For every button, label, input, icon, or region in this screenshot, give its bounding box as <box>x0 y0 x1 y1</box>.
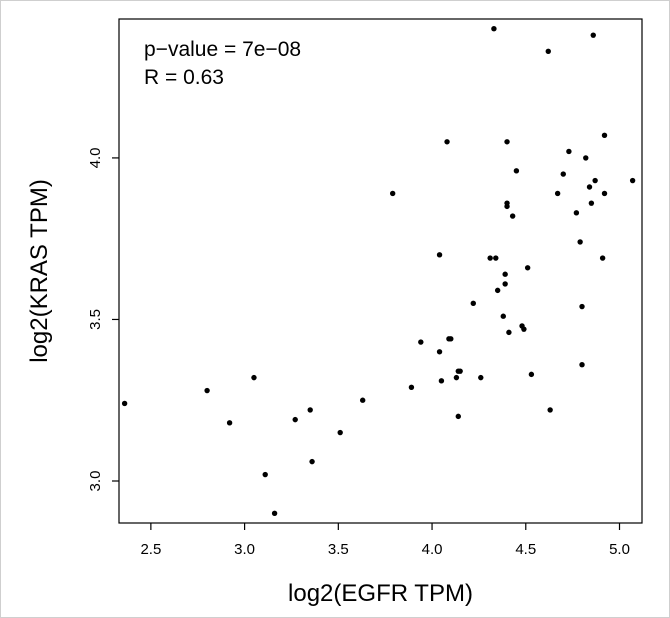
y-axis: 3.0 3.5 4.0 <box>87 147 119 491</box>
scatter-point <box>629 177 636 184</box>
scatter-point <box>573 210 580 216</box>
scatter-point <box>494 287 501 294</box>
x-axis-title: log2(EGFR TPM) <box>288 580 473 607</box>
scatter-point <box>592 177 598 184</box>
scatter-point <box>506 329 512 336</box>
scatter-point <box>566 148 572 155</box>
x-tick-label: 2.5 <box>140 541 161 558</box>
plot-area-border <box>118 18 643 524</box>
x-tick-label: 3.0 <box>234 541 255 558</box>
scatter-point <box>560 171 566 177</box>
scatter-point <box>521 326 527 332</box>
scatter-point <box>554 190 561 197</box>
scatter-point <box>262 471 268 478</box>
scatter-point <box>457 368 463 374</box>
scatter-point <box>408 384 415 391</box>
scatter-point <box>601 190 608 197</box>
scatter-point <box>502 271 508 277</box>
scatter-point <box>528 371 535 378</box>
scatter-point <box>292 416 298 423</box>
y-tick-label: 4.0 <box>87 147 104 168</box>
scatter-point <box>500 313 506 319</box>
scatter-point <box>579 303 585 310</box>
scatter-point <box>493 255 499 261</box>
x-tick-label: 3.5 <box>328 541 349 558</box>
scatter-point <box>455 413 461 420</box>
y-tick-label: 3.5 <box>87 309 104 330</box>
scatter-point <box>588 200 595 206</box>
scatter-point <box>590 32 596 38</box>
scatter-point <box>359 397 366 403</box>
scatter-point <box>389 190 396 197</box>
x-axis: 2.5 3.0 3.5 4.0 4.5 5.0 <box>140 523 630 558</box>
scatter-point <box>491 25 497 32</box>
scatter-point <box>470 300 476 307</box>
y-tick-label: 3.0 <box>87 471 104 492</box>
scatter-point <box>513 168 520 174</box>
scatter-point <box>478 374 484 381</box>
scatter-point <box>436 349 443 355</box>
scatter-point <box>502 281 508 287</box>
scatter-point <box>226 420 233 426</box>
scatter-point <box>583 155 589 161</box>
scatter-point <box>577 239 583 245</box>
scatter-point <box>579 361 585 368</box>
x-tick-label: 5.0 <box>609 541 630 558</box>
scatter-point <box>418 339 424 345</box>
scatter-point <box>337 429 343 436</box>
scatter-point <box>438 378 445 384</box>
scatter-point <box>436 252 443 258</box>
scatter-point <box>504 139 510 145</box>
x-tick-label: 4.5 <box>515 541 536 558</box>
annotation-p-value: p−value = 7e−08 <box>144 38 301 61</box>
scatter-point <box>545 48 551 55</box>
scatter-point <box>453 374 460 381</box>
x-tick-label: 4.0 <box>422 541 443 558</box>
y-axis-title: log2(KRAS TPM) <box>26 179 53 363</box>
scatter-point <box>448 336 454 342</box>
scatter-point <box>121 400 128 407</box>
scatter-point <box>524 265 531 271</box>
scatter-point <box>271 510 278 517</box>
scatter-point <box>307 407 313 413</box>
scatter-point <box>586 184 593 190</box>
scatter-point <box>251 374 257 381</box>
scatter-point <box>309 458 315 465</box>
scatter-point <box>504 203 510 210</box>
scatter-point <box>444 139 450 145</box>
scatter-point <box>204 387 210 394</box>
annotation-r-value: R = 0.63 <box>144 66 224 89</box>
scatter-point <box>599 255 606 261</box>
scatter-point <box>547 407 553 413</box>
data-points <box>121 25 636 517</box>
scatter-point <box>601 132 608 139</box>
scatter-point <box>487 255 493 261</box>
scatter-point <box>509 213 516 219</box>
